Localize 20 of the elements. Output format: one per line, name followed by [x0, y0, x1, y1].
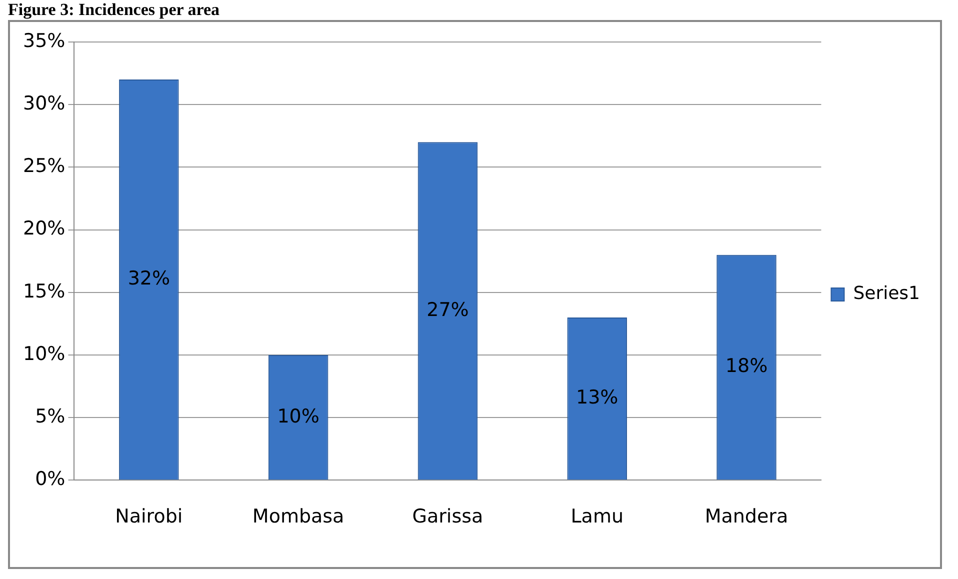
x-tick-label: Lamu: [570, 506, 624, 528]
legend-label: Series1: [853, 283, 920, 304]
data-label: 27%: [426, 298, 469, 321]
x-tick-label: Mandera: [704, 506, 788, 528]
data-label: 18%: [725, 355, 768, 378]
data-label: 32%: [128, 268, 170, 290]
y-tick-label: 10%: [22, 342, 66, 365]
y-tick-label: 15%: [22, 280, 66, 302]
y-tick-label: 30%: [22, 92, 66, 115]
y-tick-label: 20%: [22, 218, 66, 240]
x-tick-label: Nairobi: [115, 506, 183, 528]
data-label: 10%: [277, 405, 320, 428]
y-tick-label: 0%: [35, 468, 66, 490]
y-tick-label: 5%: [35, 406, 66, 428]
data-label: 13%: [576, 386, 618, 409]
x-tick-label: Garissa: [412, 506, 484, 528]
y-tick-label: 25%: [22, 155, 66, 178]
chart-title: Figure 3: Incidences per area: [8, 0, 221, 20]
x-tick-label: Mombasa: [252, 506, 344, 528]
y-tick-label: 35%: [22, 30, 66, 52]
